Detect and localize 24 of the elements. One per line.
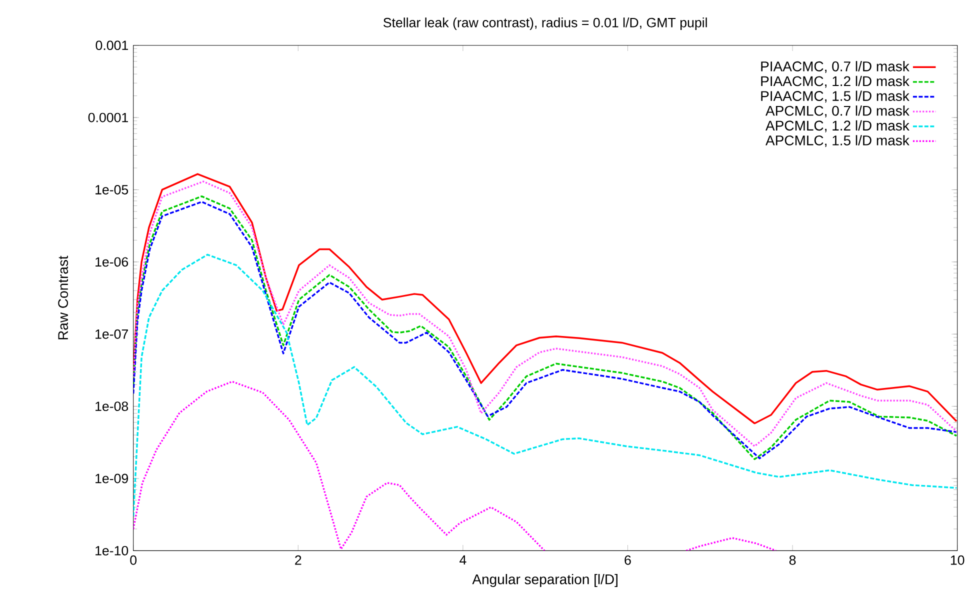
x-axis-title: Angular separation [l/D] <box>472 574 618 588</box>
y-tick-label: 1e-05 <box>96 185 128 194</box>
x-tick-label: 10 <box>950 555 964 565</box>
y-tick-label: 1e-06 <box>96 257 128 267</box>
legend-label: APCMLC, 0.7 l/D mask <box>766 105 910 118</box>
chart-title: Stellar leak (raw contrast), radius = 0.01 l/D, GMT pupil <box>383 18 707 30</box>
legend-label: PIAACMC, 1.2 l/D mask <box>761 76 910 88</box>
y-tick-label: 1e-09 <box>96 474 128 484</box>
x-tick-label: 8 <box>789 555 796 565</box>
x-tick-label: 6 <box>624 555 631 565</box>
line-series <box>133 254 958 518</box>
legend-label: PIAACMC, 1.5 l/D mask <box>761 90 910 103</box>
x-tick-label: 2 <box>295 555 302 565</box>
legend-label: APCMLC, 1.5 l/D mask <box>766 135 910 148</box>
x-tick-label: 0 <box>130 555 137 565</box>
y-tick-label: 0.0001 <box>88 112 128 122</box>
y-tick-label: 1e-08 <box>96 402 128 412</box>
y-tick-label: 1e-10 <box>96 546 128 556</box>
y-tick-label: 0.001 <box>96 40 128 50</box>
x-tick-label: 4 <box>460 555 466 565</box>
legend-label: PIAACMC, 0.7 l/D mask <box>761 61 910 73</box>
y-tick-label: 1e-07 <box>96 329 128 339</box>
y-axis-title: Raw Contrast <box>58 256 68 340</box>
legend-label: APCMLC, 1.2 l/D mask <box>766 120 910 132</box>
